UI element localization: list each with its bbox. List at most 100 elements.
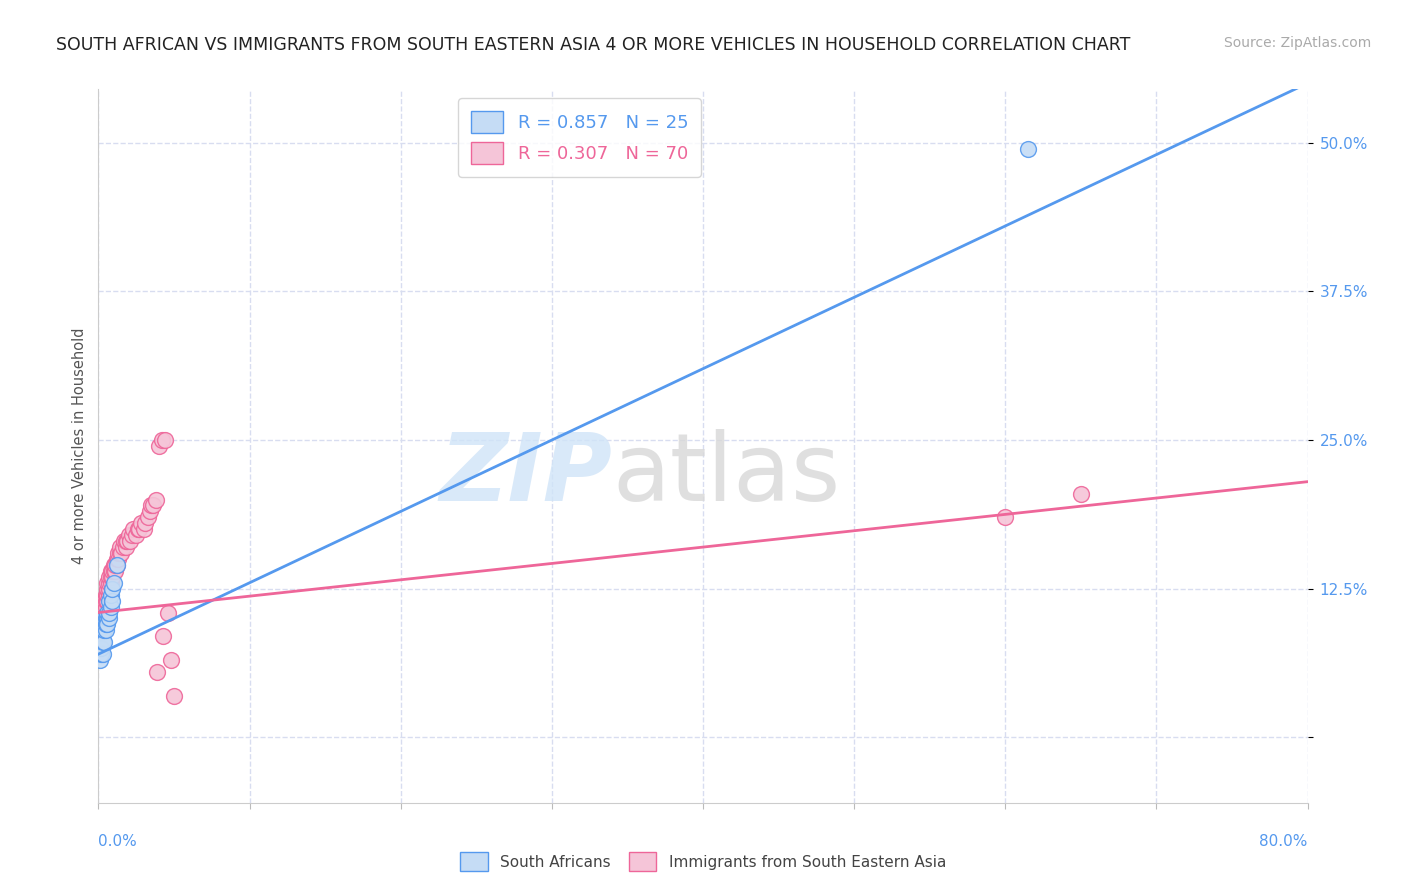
Point — [91, 606, 114, 620]
Point — [100, 575, 122, 590]
Point — [96, 611, 118, 625]
Point — [108, 540, 131, 554]
Point — [91, 624, 114, 638]
Text: Source: ZipAtlas.com: Source: ZipAtlas.com — [1223, 36, 1371, 50]
Point — [100, 599, 122, 614]
Point — [93, 606, 115, 620]
Point — [152, 629, 174, 643]
Point — [91, 635, 114, 649]
Point — [98, 611, 121, 625]
Point — [111, 540, 134, 554]
Legend: R = 0.857   N = 25, R = 0.307   N = 70: R = 0.857 N = 25, R = 0.307 N = 70 — [458, 98, 702, 177]
Point — [96, 617, 118, 632]
Point — [1017, 142, 1039, 156]
Point — [89, 611, 111, 625]
Point — [112, 534, 135, 549]
Point — [156, 606, 179, 620]
Point — [160, 653, 183, 667]
Point — [96, 575, 118, 590]
Point — [107, 552, 129, 566]
Point — [163, 689, 186, 703]
Point — [100, 564, 122, 578]
Point — [105, 552, 128, 566]
Point — [94, 606, 117, 620]
Point — [122, 522, 145, 536]
Point — [129, 516, 152, 531]
Point — [994, 510, 1017, 524]
Point — [146, 665, 169, 679]
Point — [120, 534, 142, 549]
Point — [94, 593, 117, 607]
Point — [98, 593, 121, 607]
Point — [103, 575, 125, 590]
Point — [136, 510, 159, 524]
Point — [89, 624, 111, 638]
Point — [153, 433, 176, 447]
Point — [90, 641, 112, 656]
Point — [101, 564, 124, 578]
Point — [104, 558, 127, 572]
Point — [150, 433, 173, 447]
Text: SOUTH AFRICAN VS IMMIGRANTS FROM SOUTH EASTERN ASIA 4 OR MORE VEHICLES IN HOUSEH: SOUTH AFRICAN VS IMMIGRANTS FROM SOUTH E… — [56, 36, 1130, 54]
Point — [100, 570, 122, 584]
Point — [93, 593, 115, 607]
Point — [1070, 486, 1092, 500]
Point — [94, 617, 117, 632]
Point — [93, 611, 115, 625]
Point — [96, 582, 118, 596]
Point — [148, 439, 170, 453]
Point — [108, 546, 131, 560]
Point — [121, 528, 143, 542]
Point — [103, 558, 125, 572]
Point — [125, 528, 148, 542]
Point — [96, 606, 118, 620]
Point — [103, 564, 125, 578]
Point — [128, 522, 150, 536]
Point — [94, 588, 117, 602]
Point — [93, 599, 115, 614]
Text: 0.0%: 0.0% — [98, 834, 138, 849]
Point — [93, 624, 115, 638]
Point — [91, 599, 114, 614]
Point — [98, 606, 121, 620]
Point — [89, 653, 111, 667]
Point — [142, 499, 165, 513]
Point — [100, 588, 122, 602]
Point — [90, 624, 112, 638]
Text: 80.0%: 80.0% — [1260, 834, 1308, 849]
Point — [93, 611, 115, 625]
Point — [94, 624, 117, 638]
Point — [98, 588, 121, 602]
Point — [118, 528, 141, 542]
Point — [101, 582, 124, 596]
Point — [107, 546, 129, 560]
Point — [94, 611, 117, 625]
Point — [98, 570, 121, 584]
Text: ZIP: ZIP — [440, 428, 612, 521]
Point — [127, 522, 149, 536]
Point — [98, 575, 121, 590]
Point — [114, 534, 136, 549]
Point — [101, 570, 124, 584]
Point — [104, 564, 127, 578]
Y-axis label: 4 or more Vehicles in Household: 4 or more Vehicles in Household — [72, 327, 87, 565]
Point — [91, 624, 114, 638]
Point — [91, 611, 114, 625]
Point — [105, 558, 128, 572]
Point — [101, 593, 124, 607]
Point — [94, 599, 117, 614]
Point — [145, 492, 167, 507]
Point — [96, 588, 118, 602]
Point — [93, 635, 115, 649]
Point — [98, 582, 121, 596]
Point — [91, 647, 114, 661]
Point — [134, 516, 156, 531]
Point — [90, 611, 112, 625]
Point — [139, 504, 162, 518]
Text: atlas: atlas — [612, 428, 841, 521]
Point — [105, 558, 128, 572]
Point — [141, 499, 163, 513]
Point — [110, 546, 132, 560]
Point — [115, 534, 138, 549]
Point — [132, 522, 155, 536]
